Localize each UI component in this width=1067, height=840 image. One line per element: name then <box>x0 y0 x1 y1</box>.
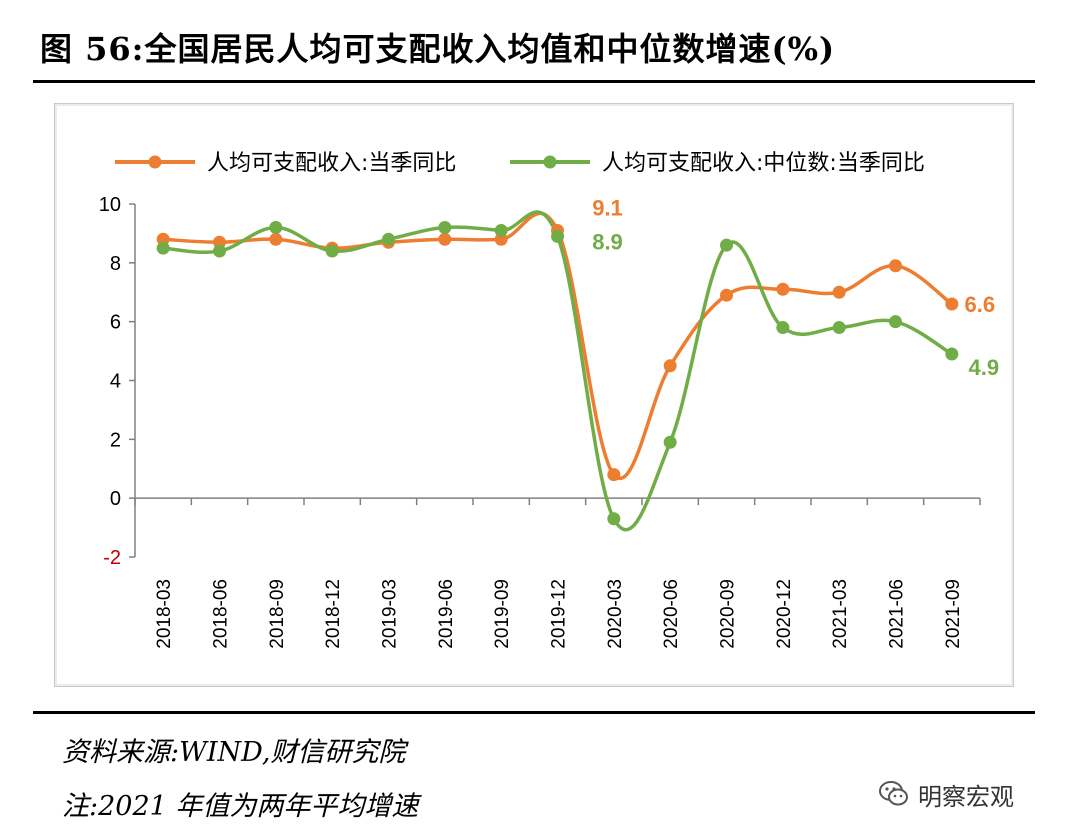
chart-frame: -2 0 2 4 6 8 10 2018-03 2018-06 2018-09 2018-12 201… <box>54 103 1014 687</box>
series-point-0 <box>776 282 790 296</box>
series-point-1 <box>156 241 170 255</box>
x-tick-label: 2019-03 <box>380 579 401 649</box>
series-point-1 <box>889 315 902 329</box>
series-point-1 <box>213 244 226 258</box>
series-point-1 <box>720 238 733 252</box>
series-point-1 <box>776 321 790 335</box>
legend-label-1: 人均可支配收入:中位数:当季同比 <box>602 151 925 176</box>
x-tick-label: 2018-03 <box>154 579 175 649</box>
legend-marker-1 <box>543 155 557 169</box>
series-point-1 <box>832 321 846 335</box>
x-tick-label: 2020-03 <box>605 579 626 649</box>
series-line-1 <box>163 210 953 532</box>
x-tick-label: 2018-09 <box>267 579 288 649</box>
x-tick-label: 2018-06 <box>211 579 232 649</box>
data-label: 8.9 <box>592 229 623 254</box>
series-point-0 <box>663 359 677 373</box>
series-point-0 <box>607 468 621 482</box>
series-point-1 <box>438 221 452 235</box>
series-point-0 <box>438 232 452 246</box>
series-point-1 <box>325 244 339 258</box>
source-note: 资料来源:WIND,财信研究院 <box>62 737 406 768</box>
series-point-1 <box>382 232 395 246</box>
x-tick-label: 2019-09 <box>492 579 513 649</box>
footer-rule <box>33 711 1035 714</box>
line-chart: -2 0 2 4 6 8 10 2018-03 2018-06 2018-09 2018-12 201… <box>99 151 1000 649</box>
x-tick-label: 2020-09 <box>718 579 739 649</box>
series-point-1 <box>607 512 621 526</box>
y-tick-label: 0 <box>110 488 121 510</box>
legend-label-0: 人均可支配收入:当季同比 <box>207 151 456 176</box>
title-underline <box>33 80 1035 83</box>
page-title: 图 56:全国居民人均可支配收入均值和中位数增速(%) <box>40 30 836 68</box>
x-tick-label: 2020-12 <box>774 579 795 649</box>
y-tick-label: 6 <box>110 312 121 334</box>
x-tick-label: 2021-03 <box>830 579 851 649</box>
series-point-1 <box>494 223 508 237</box>
y-tick-label: 4 <box>110 371 121 393</box>
x-tick-label: 2021-09 <box>943 579 964 649</box>
x-tick-label: 2021-06 <box>887 579 908 649</box>
x-tick-label: 2019-12 <box>549 579 570 649</box>
footnote: 注:2021 年值为两年平均增速 <box>62 791 419 822</box>
series-point-0 <box>720 288 733 302</box>
x-tick-label: 2019-06 <box>436 579 457 649</box>
series-point-0 <box>269 232 283 246</box>
data-label: 9.1 <box>592 195 623 220</box>
series-point-0 <box>889 259 902 273</box>
y-tick-label: 8 <box>110 253 121 275</box>
watermark-text: 明察宏观 <box>918 782 1014 811</box>
x-tick-label: 2020-06 <box>661 579 682 649</box>
watermark: 明察宏观 <box>878 774 1014 814</box>
y-tick-label: 2 <box>110 429 121 451</box>
series-point-1 <box>269 221 283 235</box>
data-label: 6.6 <box>965 292 996 317</box>
series-point-1 <box>551 229 564 243</box>
series-point-0 <box>832 285 846 299</box>
y-tick-label: 10 <box>99 194 121 216</box>
series-line-0 <box>163 211 953 480</box>
y-tick-label: -2 <box>103 547 121 569</box>
data-label: 4.9 <box>969 355 1000 380</box>
series-point-0 <box>945 297 959 311</box>
x-tick-label: 2018-12 <box>323 579 344 649</box>
series-point-1 <box>663 435 677 449</box>
series-point-1 <box>945 347 959 361</box>
wechat-icon <box>879 781 908 806</box>
legend-marker-0 <box>148 155 162 169</box>
